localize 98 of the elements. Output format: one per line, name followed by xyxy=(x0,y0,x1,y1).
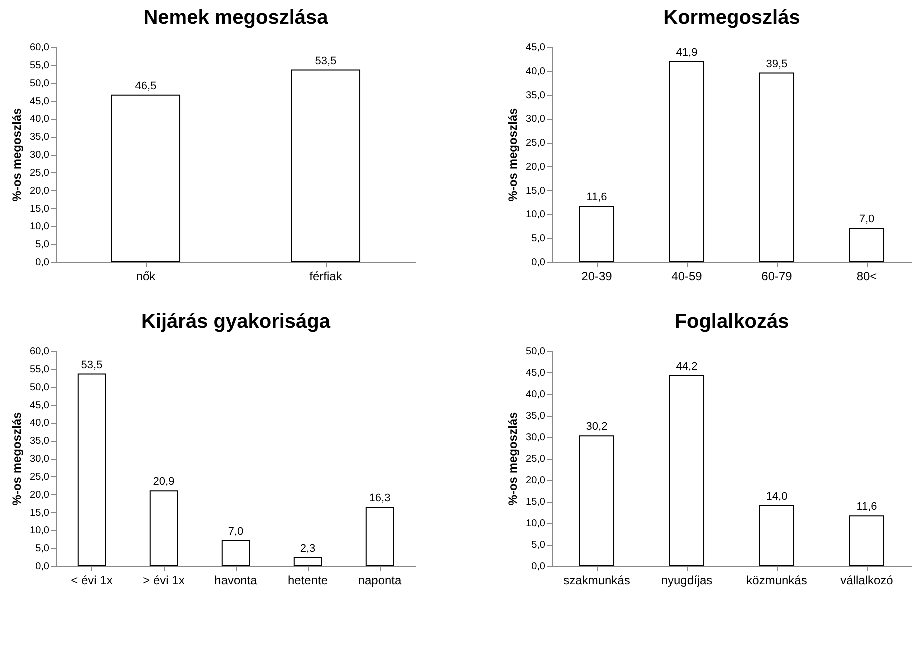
x-tick-label: 20-39 xyxy=(582,270,613,284)
y-tick-label: 25,0 xyxy=(30,168,50,179)
y-tick-label: 0,0 xyxy=(36,562,50,572)
data-label: 53,5 xyxy=(315,55,337,68)
y-tick-label: 30,0 xyxy=(526,114,546,126)
data-label: 30,2 xyxy=(586,421,608,434)
x-tick-label: vállalkozó xyxy=(840,574,894,588)
y-tick-label: 45,0 xyxy=(526,368,546,379)
y-tick-label: 5,0 xyxy=(36,240,50,251)
data-label: 20,9 xyxy=(153,476,175,488)
y-tick-label: 0,0 xyxy=(532,258,546,268)
x-tick-label: > évi 1x xyxy=(143,574,185,588)
y-axis-title: %-os megoszlás xyxy=(506,412,520,506)
data-label: 11,6 xyxy=(586,192,608,204)
data-label: 14,0 xyxy=(766,490,788,503)
y-tick-label: 50,0 xyxy=(526,346,546,358)
bar xyxy=(849,228,885,262)
data-label: 46,5 xyxy=(135,80,157,92)
y-tick-label: 50,0 xyxy=(30,382,50,394)
data-label: 2,3 xyxy=(300,542,316,555)
y-tick-label: 35,0 xyxy=(30,132,50,144)
x-tick-label: hetente xyxy=(288,574,328,588)
y-tick-label: 20,0 xyxy=(30,490,50,501)
data-label: 16,3 xyxy=(369,492,391,505)
x-tick-label: naponta xyxy=(358,574,402,588)
x-tick-label: közmunkás xyxy=(746,574,808,588)
x-tick-label: 80< xyxy=(856,270,878,284)
bar xyxy=(579,206,615,262)
y-tick-label: 20,0 xyxy=(526,476,546,486)
data-label: 53,5 xyxy=(81,359,103,372)
data-label: 41,9 xyxy=(676,46,698,59)
y-tick-label: 5,0 xyxy=(532,540,546,551)
y-tick-label: 60,0 xyxy=(30,42,50,54)
bar xyxy=(222,540,250,566)
x-tick-label: nők xyxy=(136,270,157,284)
y-tick-label: 35,0 xyxy=(526,411,546,422)
y-tick-label: 10,0 xyxy=(526,518,546,530)
y-tick-label: 25,0 xyxy=(526,138,546,150)
y-tick-label: 30,0 xyxy=(30,150,50,161)
y-tick-label: 25,0 xyxy=(30,472,50,483)
bar xyxy=(669,61,705,262)
y-tick-label: 40,0 xyxy=(30,114,50,126)
data-label: 39,5 xyxy=(766,58,788,70)
y-tick-label: 15,0 xyxy=(526,186,546,197)
chart-title: Nemek megoszlása xyxy=(144,7,330,29)
x-tick-label: 40-59 xyxy=(672,270,703,284)
bar xyxy=(669,375,705,566)
y-tick-label: 5,0 xyxy=(532,234,546,245)
y-tick-label: 0,0 xyxy=(532,562,546,572)
y-tick-label: 20,0 xyxy=(30,186,50,197)
y-axis-title: %-os megoszlás xyxy=(506,108,520,202)
bar xyxy=(294,557,322,566)
x-tick-label: havonta xyxy=(214,574,258,588)
y-tick-label: 35,0 xyxy=(30,436,50,448)
y-tick-label: 15,0 xyxy=(30,508,50,519)
bar xyxy=(579,436,615,566)
y-tick-label: 45,0 xyxy=(30,400,50,412)
y-tick-label: 15,0 xyxy=(30,204,50,215)
bar xyxy=(366,507,394,566)
data-label: 7,0 xyxy=(228,526,244,538)
chart-title: Kormegoszlás xyxy=(664,7,800,29)
y-tick-label: 20,0 xyxy=(526,162,546,173)
bar xyxy=(849,516,885,566)
y-axis-title: %-os megoszlás xyxy=(10,108,24,202)
y-tick-label: 40,0 xyxy=(526,390,546,400)
bar xyxy=(759,505,795,566)
y-tick-label: 40,0 xyxy=(30,418,50,430)
x-tick-label: 60-79 xyxy=(762,270,793,284)
y-tick-label: 45,0 xyxy=(526,42,546,54)
y-tick-label: 55,0 xyxy=(30,60,50,72)
y-tick-label: 25,0 xyxy=(526,454,546,465)
y-tick-label: 40,0 xyxy=(526,66,546,78)
bar xyxy=(759,72,795,262)
y-tick-label: 50,0 xyxy=(30,78,50,90)
y-tick-label: 10,0 xyxy=(30,222,50,233)
y-tick-label: 15,0 xyxy=(526,497,546,508)
chart-title: Kijárás gyakorisága xyxy=(142,311,332,333)
y-tick-label: 45,0 xyxy=(30,96,50,108)
y-axis-title: %-os megoszlás xyxy=(10,412,24,506)
x-tick-label: szakmunkás xyxy=(564,574,630,588)
y-tick-label: 0,0 xyxy=(36,258,50,268)
y-tick-label: 10,0 xyxy=(526,210,546,221)
data-label: 11,6 xyxy=(856,501,878,514)
data-label: 44,2 xyxy=(676,360,698,373)
y-tick-label: 35,0 xyxy=(526,90,546,102)
bar xyxy=(78,374,106,566)
data-label: 7,0 xyxy=(859,214,875,226)
y-tick-label: 30,0 xyxy=(526,432,546,444)
y-tick-label: 60,0 xyxy=(30,346,50,358)
y-tick-label: 30,0 xyxy=(30,454,50,465)
x-tick-label: nyugdíjas xyxy=(661,574,713,588)
y-tick-label: 10,0 xyxy=(30,526,50,537)
x-tick-label: férfiak xyxy=(310,270,344,284)
bar xyxy=(150,490,178,566)
y-tick-label: 55,0 xyxy=(30,364,50,376)
x-tick-label: < évi 1x xyxy=(71,574,113,588)
y-tick-label: 5,0 xyxy=(36,544,50,555)
chart-title: Foglalkozás xyxy=(674,311,790,333)
